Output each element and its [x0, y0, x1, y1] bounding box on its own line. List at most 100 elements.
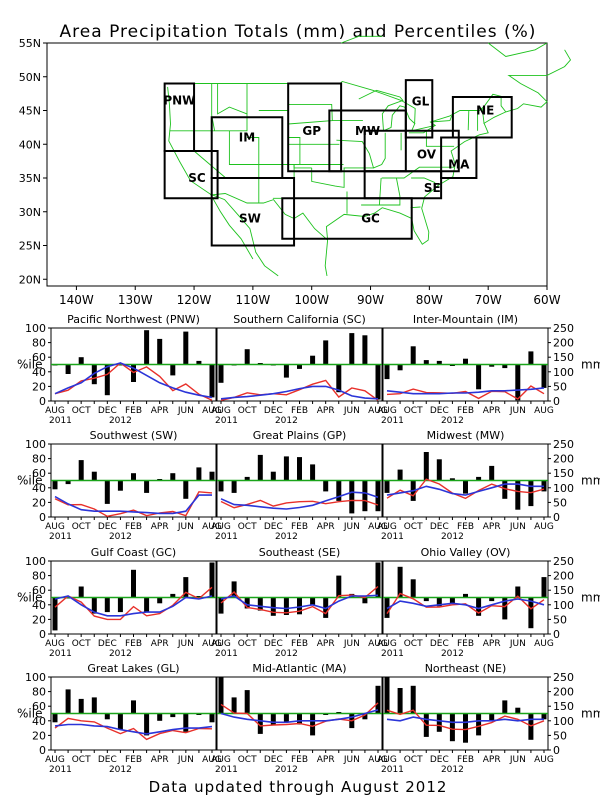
percentile-bar [78, 357, 84, 365]
lon-tick-label: 130W [118, 293, 153, 307]
region-box-gp [287, 82, 343, 173]
x-tick-label: AUG [202, 639, 222, 649]
x-tick-label: APR [317, 639, 335, 649]
percentile-bar [283, 456, 289, 481]
percentile-bar [410, 346, 416, 365]
x-tick-label: OCT [404, 406, 423, 416]
percentile-bar [489, 465, 495, 481]
lat-tick-label: 20N [19, 273, 41, 286]
percentile-bar [144, 713, 150, 736]
x-tick-label: AUG [45, 639, 65, 649]
state-border [211, 83, 216, 131]
x-year-label: 2011 [215, 416, 238, 426]
lon-tick-label: 80W [416, 293, 443, 307]
mm-total-line [54, 494, 212, 515]
percentile-bar [157, 338, 163, 365]
region-label-gl: GL [412, 95, 430, 109]
y2-tick-label: 0 [553, 744, 560, 757]
x-tick-label: JUN [509, 639, 526, 649]
percentile-bar [270, 597, 276, 616]
x-year-label: 2012 [109, 765, 132, 775]
x-tick-label: OCT [72, 755, 91, 765]
percentile-bar [502, 364, 508, 369]
percentile-bar [349, 480, 355, 514]
y-tick-label: 80 [32, 570, 46, 583]
percentile-bar [91, 364, 97, 385]
y-axis-label: %ile [17, 474, 42, 488]
percentile-bar [196, 467, 202, 481]
region-box-ne [451, 96, 513, 139]
x-tick-label: APR [483, 755, 501, 765]
y2-axis-label: mm [581, 474, 600, 488]
x-year-label: 2011 [49, 532, 72, 542]
x-tick-label: DEC [430, 639, 449, 649]
x-tick-label: JUN [509, 522, 526, 532]
panel: Inter-Mountain (IM) AUG OCT DEC FEB APR JUN AUG… [377, 313, 600, 426]
percentile-bar [449, 713, 455, 742]
x-tick-label: APR [483, 406, 501, 416]
percentile-bar [117, 597, 123, 613]
x-tick-label: DEC [98, 639, 117, 649]
mm-total-line [386, 387, 545, 395]
x-year-label: 2012 [275, 649, 298, 659]
percentile-bar [397, 688, 403, 714]
x-tick-label: AUG [534, 406, 554, 416]
y-tick-label: 20 [32, 729, 46, 742]
mm-total-line [54, 595, 213, 617]
lat-tick-label: 40N [19, 138, 41, 151]
x-tick-label: APR [483, 639, 501, 649]
x-year-label: 2011 [215, 532, 238, 542]
map-frame [46, 42, 548, 287]
percentile-bar [423, 452, 429, 481]
panel-title: Pacific Northwest (PNW) [67, 313, 200, 326]
percentile-bar [244, 690, 250, 714]
x-tick-label: JUN [343, 522, 360, 532]
percentile-bar [476, 597, 482, 616]
state-border [425, 130, 455, 147]
state-border [467, 110, 470, 131]
percentile-trend-line [386, 709, 545, 731]
x-tick-label: JUN [343, 755, 360, 765]
x-tick-label: DEC [98, 406, 117, 416]
lat-tick-label: 55N [19, 37, 41, 50]
region-label-gc: GC [361, 212, 380, 226]
percentile-bar [423, 597, 429, 602]
x-tick-label: APR [483, 522, 501, 532]
state-border [272, 164, 295, 199]
region-box-gl [404, 79, 434, 139]
percentile-bar [384, 480, 390, 493]
lat-tick-label: 50N [19, 71, 41, 84]
x-year-label: 2011 [381, 532, 404, 542]
x-tick-label: OCT [238, 755, 257, 765]
y2-tick-label: 150 [553, 584, 574, 597]
region-box-sw [210, 177, 296, 247]
percentile-trend-line [54, 586, 213, 621]
x-tick-label: FEB [457, 522, 474, 532]
percentile-trend-line [220, 702, 379, 728]
panel: Great Plains (GP)AUG OCT DEC FEB APR JUN AUG20… [211, 429, 388, 542]
percentile-bar [476, 476, 482, 481]
x-year-label: 2012 [109, 649, 132, 659]
percentile-bar [170, 364, 176, 376]
x-tick-label: AUG [211, 406, 231, 416]
y2-tick-label: 50 [553, 496, 567, 509]
percentile-bar [515, 707, 521, 714]
region-label-ma: MA [448, 158, 470, 172]
percentile-bar [131, 473, 136, 481]
state-border [247, 137, 260, 203]
percentile-bar [449, 478, 455, 481]
x-tick-label: JUN [343, 406, 360, 416]
y2-tick-label: 100 [553, 482, 574, 495]
x-tick-label: APR [317, 522, 335, 532]
percentile-bar [349, 333, 355, 365]
x-tick-label: JUN [177, 755, 194, 765]
x-tick-label: FEB [457, 406, 474, 416]
y-axis-label: %ile [17, 707, 42, 721]
percentile-trend-line [54, 362, 213, 401]
percentile-bar [297, 713, 302, 725]
percentile-bar [436, 459, 442, 481]
x-tick-label: AUG [377, 755, 397, 765]
percentile-bar [410, 685, 416, 714]
percentile-bar [65, 689, 71, 714]
x-tick-label: DEC [98, 522, 117, 532]
